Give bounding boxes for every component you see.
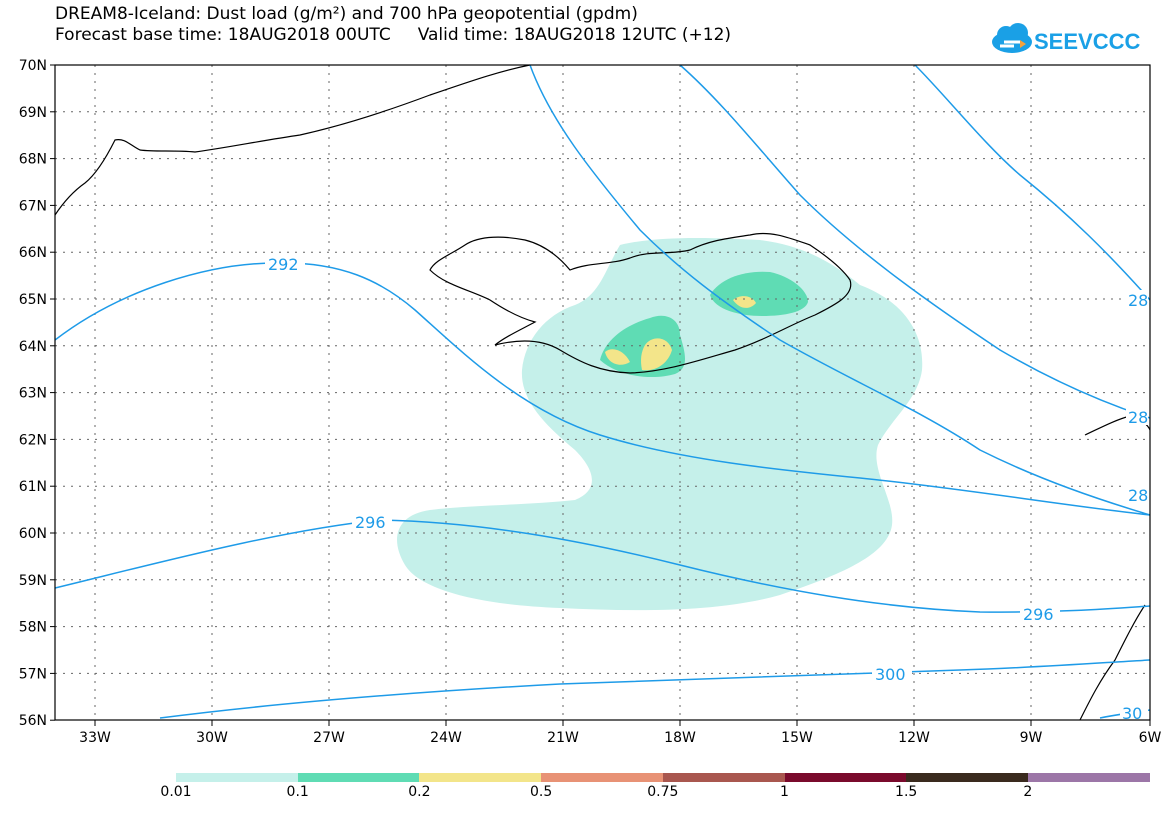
contour-label-292: 292 [268, 255, 299, 274]
dust-field [397, 237, 923, 611]
lon-tick-label: 30W [196, 730, 228, 746]
legend-color-box [906, 773, 1029, 782]
contour-label-28-middle: 28 [1128, 408, 1148, 427]
cloud-logo-icon [992, 23, 1032, 53]
contour-296 [54, 519, 1151, 613]
coastlines [54, 64, 1151, 721]
logo-text: SEEVCCC [1034, 29, 1140, 54]
lat-tick-label: 59N [19, 573, 47, 589]
contour-ne-1 [679, 64, 1151, 419]
dust-area-high [605, 349, 630, 365]
contour-label-28-upper: 28 [1128, 291, 1148, 310]
legend-color-box [662, 773, 785, 782]
legend-color-box [784, 773, 907, 782]
legend-label: 0.2 [408, 784, 431, 800]
contour-label-296-left: 296 [355, 513, 386, 532]
geopotential-contours [54, 64, 1151, 719]
contour-label-30: 30 [1122, 704, 1142, 723]
legend-color-box [176, 773, 299, 782]
lon-tick-label: 21W [547, 730, 579, 746]
lat-tick-label: 61N [19, 479, 47, 495]
greenland-coast [54, 64, 531, 216]
contour-labels: 292 296 296 300 28 28 28 30 [265, 254, 1148, 723]
gridlines [55, 65, 1150, 720]
contour-ne-2 [914, 64, 1151, 301]
dust-area-high-3 [733, 296, 756, 308]
dust-area-lightest [397, 237, 923, 611]
map-title: DREAM8-Iceland: Dust load (g/m²) and 700… [55, 4, 638, 24]
lat-tick-label: 64N [19, 339, 47, 355]
lon-tick-label: 18W [664, 730, 696, 746]
lat-tick-label: 60N [19, 526, 47, 542]
lon-tick-label: 27W [313, 730, 345, 746]
scotland-coast [1079, 604, 1146, 721]
map-subtitle: Forecast base time: 18AUG2018 00UTC Vali… [55, 25, 732, 45]
legend-label: 0.01 [160, 784, 192, 800]
legend-label: 1 [780, 784, 789, 800]
lon-tick-label: 12W [898, 730, 930, 746]
contour-mid-1 [529, 64, 1151, 516]
legend-color-box [297, 773, 420, 782]
lat-tick-label: 63N [19, 386, 47, 402]
contour-label-28-lower: 28 [1128, 486, 1148, 505]
lat-tick-label: 67N [19, 198, 47, 214]
legend-color-box [1027, 773, 1151, 782]
dust-area-high-2 [641, 338, 672, 371]
legend-label: 1.5 [895, 784, 918, 800]
axis-ticks [50, 64, 1151, 726]
lat-tick-label: 58N [19, 620, 47, 636]
lon-tick-label: 6W [1139, 730, 1162, 746]
dust-area-medium-2 [710, 271, 808, 316]
lon-tick-label: 15W [781, 730, 813, 746]
legend-color-box [541, 773, 664, 782]
longitude-labels: 33W 30W 27W 24W 21W 18W 15W 12W 9W 6W [79, 730, 1161, 746]
lat-tick-label: 56N [19, 713, 47, 729]
legend-color-box [419, 773, 542, 782]
contour-292 [54, 262, 1151, 516]
seevccc-logo: SEEVCCC [992, 23, 1140, 54]
contour-label-300: 300 [875, 665, 906, 684]
lat-tick-label: 62N [19, 432, 47, 448]
lon-tick-label: 24W [430, 730, 462, 746]
legend-label: 0.1 [286, 784, 309, 800]
legend-label: 0.75 [647, 784, 679, 800]
latitude-labels: 70N 69N 68N 67N 66N 65N 64N 63N 62N 61N 60N 59N 58N 5… [19, 58, 47, 729]
contour-300 [159, 659, 1151, 719]
lon-tick-label: 9W [1020, 730, 1043, 746]
lat-tick-label: 70N [19, 58, 47, 74]
iceland-coast [429, 232, 852, 374]
lat-tick-label: 69N [19, 105, 47, 121]
lat-tick-label: 68N [19, 152, 47, 168]
lat-tick-label: 65N [19, 292, 47, 308]
legend-label: 2 [1023, 784, 1033, 800]
lat-tick-label: 66N [19, 245, 47, 261]
lat-tick-label: 57N [19, 666, 47, 682]
lon-tick-label: 33W [79, 730, 111, 746]
contour-label-296-right: 296 [1023, 605, 1054, 624]
legend-label: 0.5 [529, 784, 553, 800]
